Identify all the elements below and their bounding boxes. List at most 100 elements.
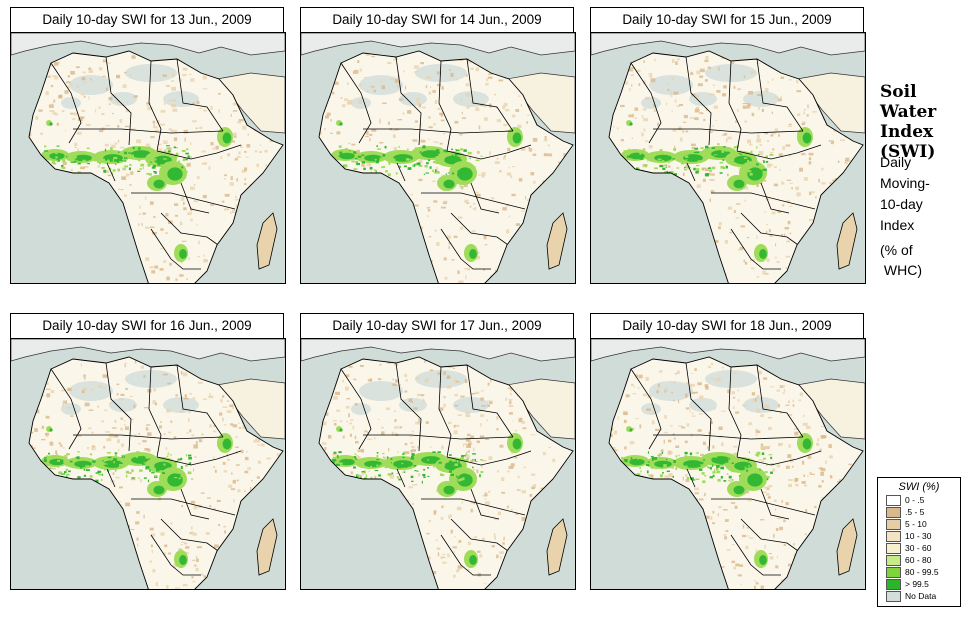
europe-landmass [301, 339, 575, 362]
legend-swatch [886, 507, 901, 518]
country-border [340, 368, 372, 450]
madagascar [256, 518, 278, 576]
africa-landmass [319, 51, 573, 283]
side-unit-line: (% of [880, 242, 913, 258]
legend-item: 80 - 99.5 [878, 567, 960, 579]
legend-label: .5 - 5 [905, 507, 925, 517]
country-border [421, 498, 526, 516]
country-border [711, 498, 816, 516]
country-border [736, 144, 822, 160]
side-title-line: Soil [880, 82, 917, 102]
europe-landmass [591, 33, 865, 56]
africa-landmass [29, 51, 283, 283]
country-border [340, 62, 372, 144]
country-border [395, 56, 422, 146]
legend-label: 10 - 30 [905, 531, 932, 541]
side-title-line: (SWI) [880, 142, 936, 162]
country-border [50, 368, 82, 450]
country-border [363, 128, 514, 134]
europe-landmass [11, 33, 285, 56]
legend-item: 60 - 80 [878, 555, 960, 567]
legend-item: > 99.5 [878, 579, 960, 591]
europe-landmass [11, 339, 285, 362]
side-title-line: Index [880, 122, 934, 142]
country-border [73, 128, 224, 134]
panel-title: Daily 10-day SWI for 15 Jun., 2009 [590, 7, 864, 33]
panel-title: Daily 10-day SWI for 18 Jun., 2009 [590, 313, 864, 339]
panel-title: Daily 10-day SWI for 17 Jun., 2009 [300, 313, 574, 339]
side-subtitle-line: 10-day [880, 196, 923, 212]
country-border [653, 434, 804, 440]
panel-title: Daily 10-day SWI for 14 Jun., 2009 [300, 7, 574, 33]
map-panel: Daily 10-day SWI for 17 Jun., 2009 [300, 313, 576, 591]
legend-title: SWI (%) [898, 481, 940, 493]
country-border [740, 518, 802, 554]
country-border [131, 192, 236, 210]
legend: SWI (%) 0 - .5 .5 - 5 5 - 10 10 - 30 30 - 60… [877, 477, 961, 607]
country-border [630, 368, 662, 450]
coastline [28, 50, 284, 283]
legend-swatch [886, 543, 901, 554]
africa-landmass [319, 357, 573, 589]
country-border [730, 228, 781, 270]
coastline [608, 50, 864, 283]
country-border [73, 434, 224, 440]
legend-item: .5 - 5 [878, 507, 960, 519]
country-border [160, 212, 222, 248]
country-border [160, 518, 222, 554]
side-subtitle: Daily Moving- 10-day Index [880, 152, 968, 236]
map-panel: Daily 10-day SWI for 18 Jun., 2009 [590, 313, 866, 591]
africa-map [10, 338, 286, 590]
africa-map [300, 32, 576, 284]
country-border [740, 212, 802, 248]
legend-label: 30 - 60 [905, 543, 932, 553]
country-border [686, 162, 696, 182]
country-border [630, 62, 662, 144]
legend-swatch [886, 531, 901, 542]
legend-item: 10 - 30 [878, 531, 960, 543]
country-border [180, 182, 210, 214]
swi-field [319, 53, 573, 283]
africa-map [590, 32, 866, 284]
legend-label: 80 - 99.5 [905, 567, 939, 577]
country-border [653, 128, 804, 134]
coastline [28, 356, 284, 589]
country-border [105, 362, 132, 452]
country-border [446, 450, 532, 466]
side-subtitle-line: Index [880, 217, 915, 233]
country-border [176, 58, 224, 132]
side-subtitle-line: Daily [880, 154, 912, 170]
country-border [440, 534, 491, 576]
country-border [395, 362, 422, 452]
side-unit: (% of WHC) [880, 240, 968, 280]
country-border [438, 60, 452, 152]
country-border [363, 434, 514, 440]
africa-landmass [609, 51, 863, 283]
legend-label: 60 - 80 [905, 555, 932, 565]
legend-rows: 0 - .5 .5 - 5 5 - 10 10 - 30 30 - 60 60 - 80 8… [878, 495, 960, 603]
legend-item: No Data [878, 591, 960, 603]
map-panel: Daily 10-day SWI for 16 Jun., 2009 [10, 313, 286, 591]
side-subtitle-line: Moving- [880, 175, 930, 191]
side-title: Soil Water Index (SWI) [880, 82, 968, 162]
map-panel: Daily 10-day SWI for 13 Jun., 2009 [10, 7, 286, 285]
coastline [318, 50, 574, 283]
country-border [685, 56, 712, 146]
map-panel: Daily 10-day SWI for 14 Jun., 2009 [300, 7, 576, 285]
legend-label: No Data [905, 591, 937, 601]
country-border [131, 498, 236, 516]
madagascar [836, 212, 858, 270]
country-border [156, 144, 242, 160]
legend-swatch [886, 495, 901, 506]
legend-swatch [886, 591, 901, 602]
africa-map [10, 32, 286, 284]
madagascar [546, 212, 568, 270]
africa-map [300, 338, 576, 590]
country-border [396, 468, 406, 488]
africa-map [590, 338, 866, 590]
country-border [686, 468, 696, 488]
country-border [450, 518, 512, 554]
legend-item: 5 - 10 [878, 519, 960, 531]
country-border [176, 364, 224, 438]
madagascar [546, 518, 568, 576]
